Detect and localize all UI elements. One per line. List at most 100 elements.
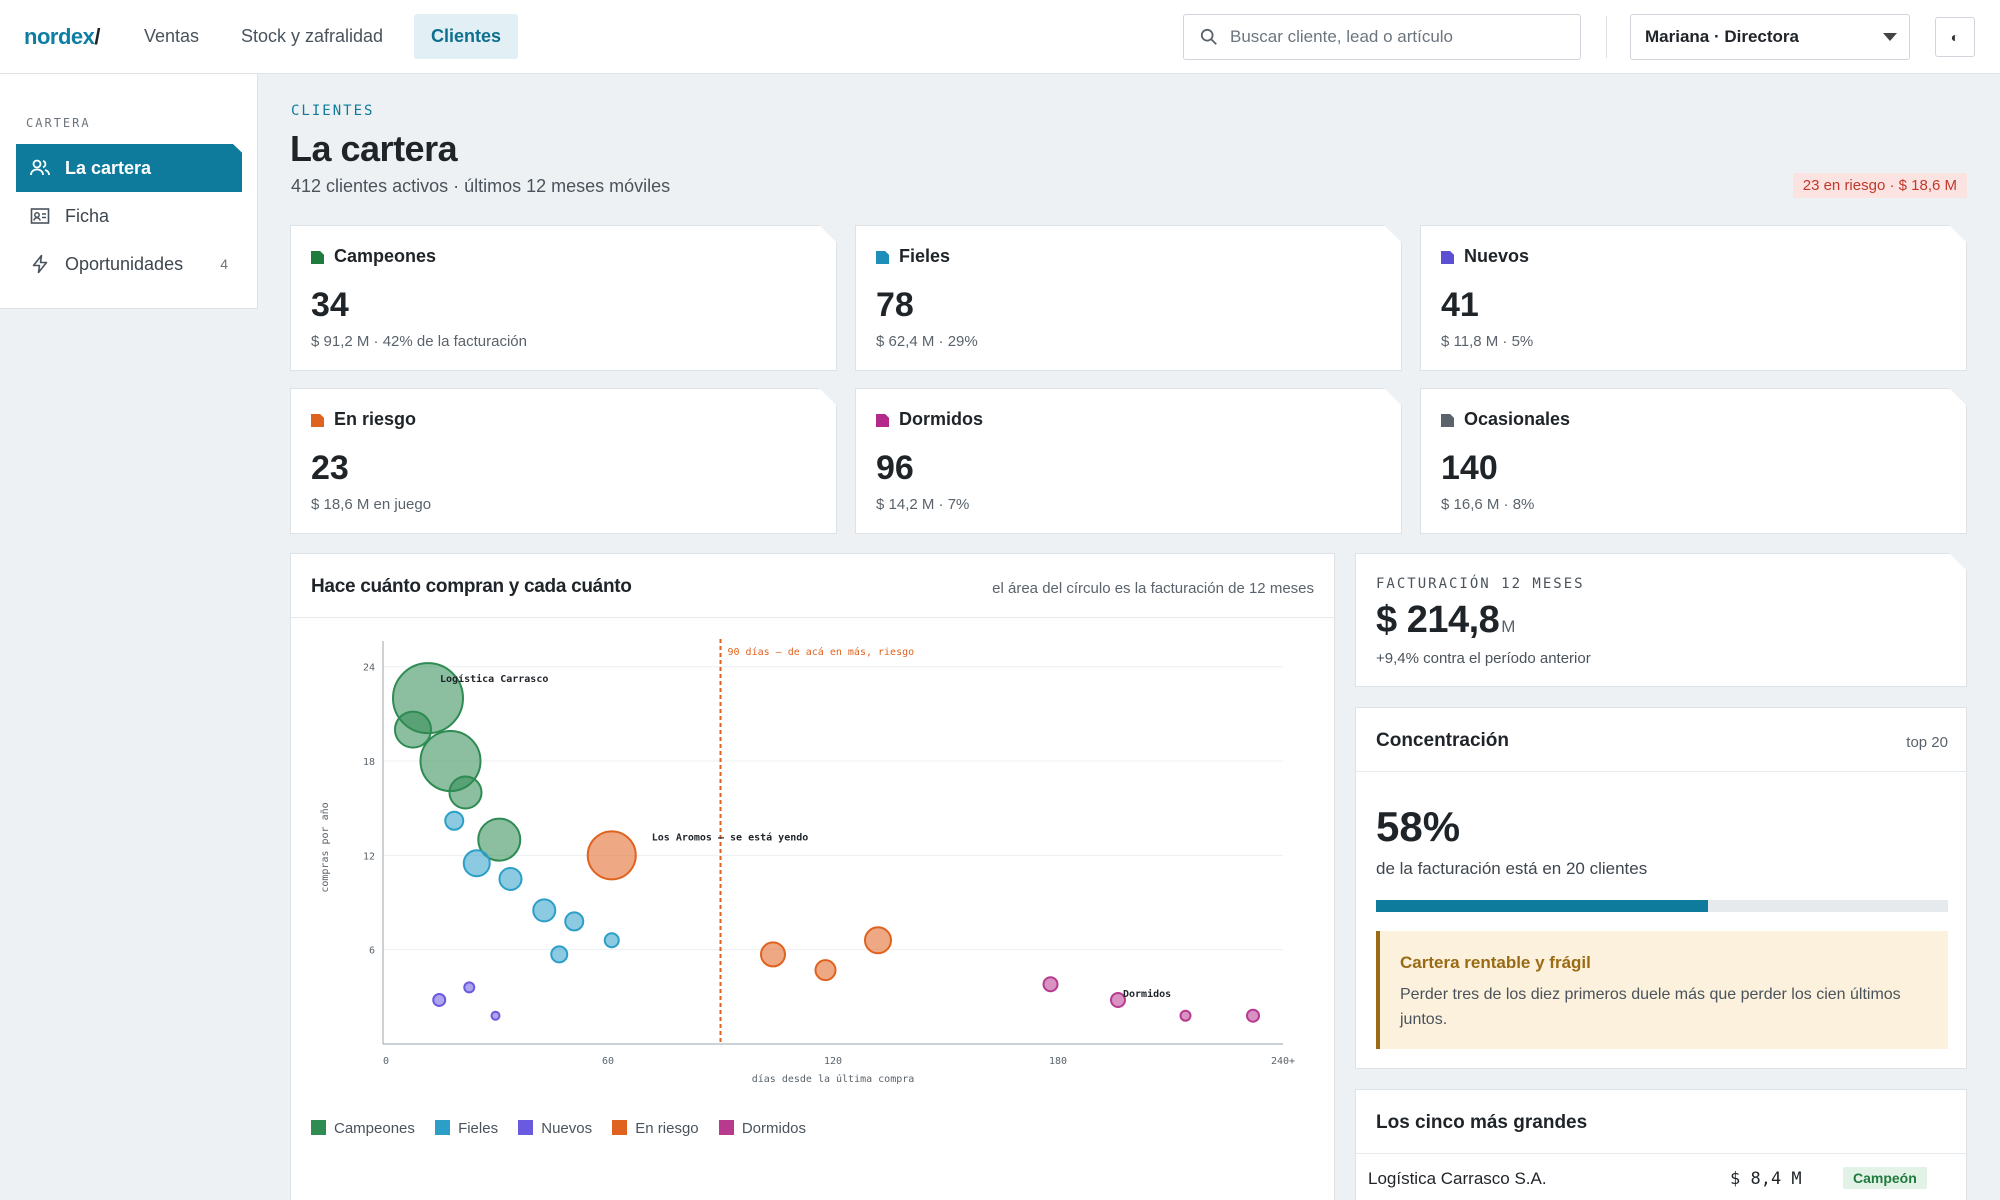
users-icon	[30, 159, 50, 176]
segment-color-icon	[1441, 251, 1454, 264]
client-revenue: $ 8,4 M	[1730, 1169, 1802, 1189]
x-tick-label: 0	[383, 1056, 389, 1067]
segment-card-dormidos[interactable]: Dormidos 96 $ 14,2 M · 7%	[855, 388, 1402, 534]
risk-badge[interactable]: 23 en riesgo · $ 18,6 M	[1792, 173, 1967, 198]
x-axis-label: días desde la última compra	[752, 1073, 915, 1085]
search-icon	[1200, 28, 1217, 45]
page-title: La cartera	[290, 128, 458, 169]
sidebar-item-label: Oportunidades	[65, 254, 184, 274]
nav-tab-ventas[interactable]: Ventas	[144, 26, 200, 46]
segment-name: Fieles	[899, 246, 951, 266]
bubble-fieles	[532, 898, 557, 923]
callout-title: Cartera rentable y frágil	[1400, 953, 1591, 972]
segment-count: 41	[1441, 286, 1479, 324]
segment-name: Nuevos	[1464, 246, 1530, 266]
search-box[interactable]	[1183, 14, 1581, 60]
user-select[interactable]: Mariana · Directora	[1630, 14, 1910, 60]
y-axis-label: compras por año	[320, 802, 331, 892]
segment-meta: $ 62,4 M · 29%	[876, 333, 978, 350]
bubble-en-riesgo	[586, 830, 637, 881]
recency-frequency-chart-card: Hace cuánto compran y cada cuánto el áre…	[290, 553, 1335, 1200]
segment-count: 140	[1441, 449, 1498, 487]
sidebar-item-la-cartera[interactable]: La cartera	[16, 144, 242, 192]
segment-meta: $ 16,6 M · 8%	[1441, 496, 1535, 513]
segment-meta: $ 14,2 M · 7%	[876, 496, 970, 513]
legend-item-en-riesgo[interactable]: En riesgo	[612, 1120, 699, 1137]
search-input[interactable]	[1230, 24, 1560, 50]
bubble-en-riesgo	[864, 926, 892, 955]
segment-count: 34	[311, 286, 349, 324]
sidebar-item-count: 4	[220, 256, 228, 272]
theme-toggle-button[interactable]: ◐	[1935, 17, 1975, 57]
sidebar-heading: CARTERA	[26, 116, 91, 130]
segment-card-fieles[interactable]: Fieles 78 $ 62,4 M · 29%	[855, 225, 1402, 371]
scatter-chart: 6 12 18 24 0 60 120 180 240+ días desde la última…	[320, 639, 1295, 1085]
x-tick-label: 180	[1049, 1056, 1067, 1067]
facturacion-value: $ 214,8 M	[1376, 599, 1515, 641]
segment-name: En riesgo	[334, 409, 417, 429]
sidebar-item-ficha[interactable]: Ficha	[16, 192, 242, 240]
bubble-dormidos	[1110, 991, 1126, 1008]
facturacion-change: +9,4% contra el período anterior	[1376, 650, 1591, 667]
segment-meta: $ 91,2 M · 42% de la facturación	[311, 333, 527, 350]
sidebar-item-label: Ficha	[65, 206, 110, 226]
sidebar-item-label: La cartera	[65, 158, 152, 178]
concentracion-percent: 58%	[1376, 803, 1461, 850]
segment-card-en-riesgo[interactable]: En riesgo 23 $ 18,6 M en juego	[290, 388, 837, 534]
bubble-en-riesgo	[814, 959, 837, 982]
segment-meta: $ 18,6 M en juego	[311, 496, 432, 513]
concentracion-tag: top 20	[1906, 734, 1948, 751]
client-name: Logística Carrasco S.A.	[1368, 1169, 1547, 1188]
legend-swatch	[718, 1120, 734, 1135]
callout-body: Perder tres de los diez primeros duele m…	[1400, 986, 1901, 1028]
bubble-data-label: Dormidos	[1123, 988, 1171, 1000]
segment-badge: Campeón	[1843, 1167, 1927, 1189]
segment-color-icon	[876, 414, 889, 427]
legend-item-fieles[interactable]: Fieles	[435, 1120, 498, 1137]
y-tick-label: 18	[363, 757, 375, 768]
x-tick-label: 120	[824, 1056, 842, 1067]
table-row[interactable]: Logística Carrasco S.A. $ 8,4 M Campeón	[1368, 1163, 1948, 1197]
nav-tab-stock[interactable]: Stock y zafralidad	[241, 26, 384, 46]
legend-swatch	[518, 1120, 534, 1135]
alert-callout: Cartera rentable y frágil Perder tres de…	[1376, 931, 1948, 1049]
y-tick-label: 24	[363, 663, 375, 674]
chart-title: Hace cuánto compran y cada cuánto	[311, 576, 632, 597]
page-subtitle: 412 clientes activos · últimos 12 meses …	[291, 176, 671, 196]
segment-name: Dormidos	[899, 409, 984, 429]
segment-color-icon	[311, 251, 324, 264]
chart-legend: Campeones Fieles Nuevos En riesgo Dormid…	[311, 1120, 822, 1137]
legend-item-nuevos[interactable]: Nuevos	[518, 1120, 592, 1137]
concentracion-progress-bar	[1376, 900, 1948, 912]
concentracion-description: de la facturación está en 20 clientes	[1376, 859, 1648, 878]
bubble-en-riesgo	[760, 941, 786, 968]
x-tick-label: 60	[602, 1056, 614, 1067]
bubble-fieles	[444, 810, 465, 831]
legend-item-campeones[interactable]: Campeones	[311, 1120, 415, 1137]
segment-card-campeones[interactable]: Campeones 34 $ 91,2 M · 42% de la factur…	[290, 225, 837, 371]
y-tick-label: 6	[369, 946, 375, 957]
segment-color-icon	[1441, 414, 1454, 427]
nav-tab-clientes[interactable]: Clientes	[414, 14, 519, 59]
concentracion-card: Concentración top 20 58% de la facturaci…	[1355, 707, 1967, 1069]
top-clients-card: Los cinco más grandes Logística Carrasco…	[1355, 1089, 1967, 1200]
segment-card-nuevos[interactable]: Nuevos 41 $ 11,8 M · 5%	[1420, 225, 1967, 371]
segment-color-icon	[876, 251, 889, 264]
bubble-fieles	[550, 945, 569, 964]
app-logo[interactable]: nordex/	[24, 24, 100, 49]
top-bar: nordex/ Ventas Stock y zafralidad Client…	[0, 0, 2000, 74]
bubble-dormidos	[1179, 1009, 1192, 1022]
bubble-campeones	[477, 817, 522, 862]
bubble-fieles	[564, 911, 585, 932]
id-card-icon	[30, 208, 50, 224]
bubble-campeones	[448, 775, 483, 810]
legend-swatch	[311, 1120, 326, 1135]
bubble-campeones	[394, 710, 432, 749]
sidebar-item-oportunidades[interactable]: Oportunidades 4	[16, 240, 242, 288]
page-eyebrow: CLIENTES	[291, 103, 375, 119]
legend-item-dormidos[interactable]: Dormidos	[718, 1120, 806, 1137]
bubble-nuevos	[463, 981, 476, 994]
facturacion-label: FACTURACIÓN 12 MESES	[1376, 576, 1585, 592]
segment-card-ocasionales[interactable]: Ocasionales 140 $ 16,6 M · 8%	[1420, 388, 1967, 534]
chart-note: el área del círculo es la facturación de…	[992, 580, 1314, 597]
